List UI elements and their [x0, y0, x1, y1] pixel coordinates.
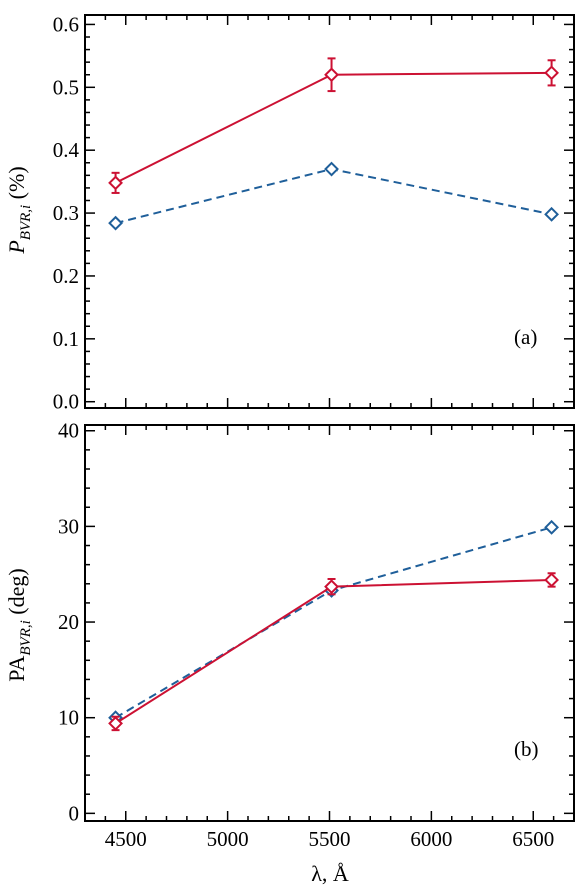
y-tick-label-a: 0.1: [53, 327, 79, 351]
y-tick-label-b: 40: [58, 419, 79, 443]
x-tick-label: 5000: [207, 827, 249, 851]
data-point-a: [544, 65, 560, 81]
panel-a-ylabel: PBVR,i (%): [4, 166, 34, 254]
panel-a-ylabel-unit: (%): [4, 166, 29, 204]
y-tick-label-a: 0.6: [53, 12, 79, 36]
y-tick-label-b: 30: [58, 514, 79, 538]
x-tick-labels: 4500 5000 5500 6000 6500: [105, 827, 555, 851]
panel-a-series: [108, 57, 560, 231]
series-line-b-0: [115, 526, 552, 719]
panel-a-ylabel-sub: BVR,i: [18, 205, 34, 240]
data-point-b: [324, 579, 339, 595]
panel-a-ticks: 0.0 0.1 0.2 0.3 0.4 0.5 0.6: [53, 12, 575, 414]
data-point-b: [108, 716, 123, 731]
panel-b-tag: (b): [514, 737, 539, 761]
y-tick-label-a: 0.0: [53, 390, 79, 414]
data-point-a: [108, 175, 123, 191]
x-tick-label: 4500: [105, 827, 147, 851]
panel-b-ylabel-unit: (deg): [4, 568, 29, 620]
data-point-a: [324, 161, 339, 177]
panel-a: 0.0 0.1 0.2 0.3 0.4 0.5 0.6 (a) PBVR,i (%): [4, 12, 575, 414]
panel-b-ylabel: PABVR,i (deg): [4, 568, 34, 681]
y-tick-label-b: 0: [69, 801, 80, 825]
x-tick-label: 6000: [410, 827, 452, 851]
x-axis-title: λ, Å: [311, 861, 349, 886]
y-tick-label-a: 0.2: [53, 264, 79, 288]
panel-b: 0 10 20 30 40 (b) PABVR,i (deg): [4, 419, 575, 825]
y-tick-label-b: 20: [58, 610, 79, 634]
x-tick-label: 6500: [512, 827, 554, 851]
panel-a-tag: (a): [514, 325, 537, 349]
data-point-a: [108, 215, 123, 231]
data-point-a: [544, 206, 560, 222]
panel-b-series: [108, 519, 560, 732]
panel-a-ylabel-main: P: [4, 240, 29, 254]
x-tick-label: 5500: [309, 827, 351, 851]
panel-b-ylabel-main: PA: [4, 656, 29, 682]
data-point-b: [544, 572, 560, 588]
y-tick-label-a: 0.3: [53, 201, 79, 225]
panel-b-ylabel-sub: BVR,i: [18, 620, 34, 655]
data-point-b: [544, 519, 560, 535]
y-tick-label-a: 0.4: [53, 138, 80, 162]
series-line-a-1: [115, 168, 552, 225]
data-point-a: [324, 67, 339, 83]
y-tick-label-a: 0.5: [53, 75, 79, 99]
series-line-b-1: [115, 578, 552, 725]
y-tick-label-b: 10: [58, 706, 79, 730]
panel-b-frame: [84, 424, 575, 822]
panel-b-ticks: 0 10 20 30 40: [58, 419, 575, 825]
